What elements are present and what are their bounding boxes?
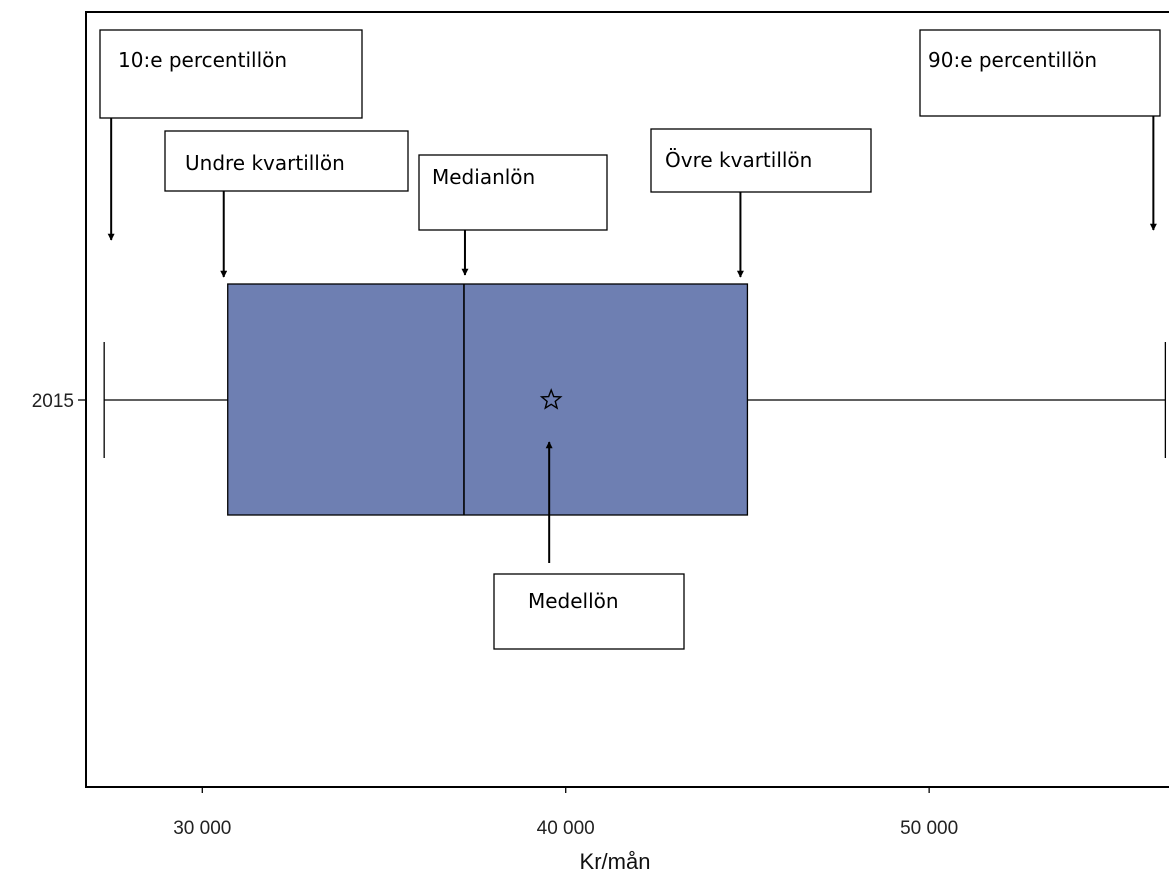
mean-star-marker (539, 388, 563, 410)
x-tick-label: 30 000 (173, 818, 231, 839)
y-tick-label: 2015 (32, 391, 74, 412)
q3-callout-label: Övre kvartillön (665, 148, 812, 172)
median-callout-box (418, 154, 608, 231)
q3-callout-box (650, 128, 872, 193)
x-tick-label: 40 000 (537, 818, 595, 839)
q1-callout-box (164, 130, 409, 192)
interquartile-box (227, 283, 749, 516)
x-axis-title: Kr/mån (580, 849, 651, 874)
x-tick-label: 50 000 (900, 818, 958, 839)
mean-callout-label: Medellön (528, 589, 619, 613)
p10-callout-box (99, 29, 363, 119)
p90-callout-label: 90:e percentillön (928, 48, 1097, 72)
p10-callout-label: 10:e percentillön (118, 48, 287, 72)
q1-callout-label: Undre kvartillön (185, 151, 345, 175)
median-callout-label: Medianlön (432, 165, 535, 189)
mean-callout-box (493, 573, 685, 650)
p90-callout-box (919, 29, 1161, 117)
